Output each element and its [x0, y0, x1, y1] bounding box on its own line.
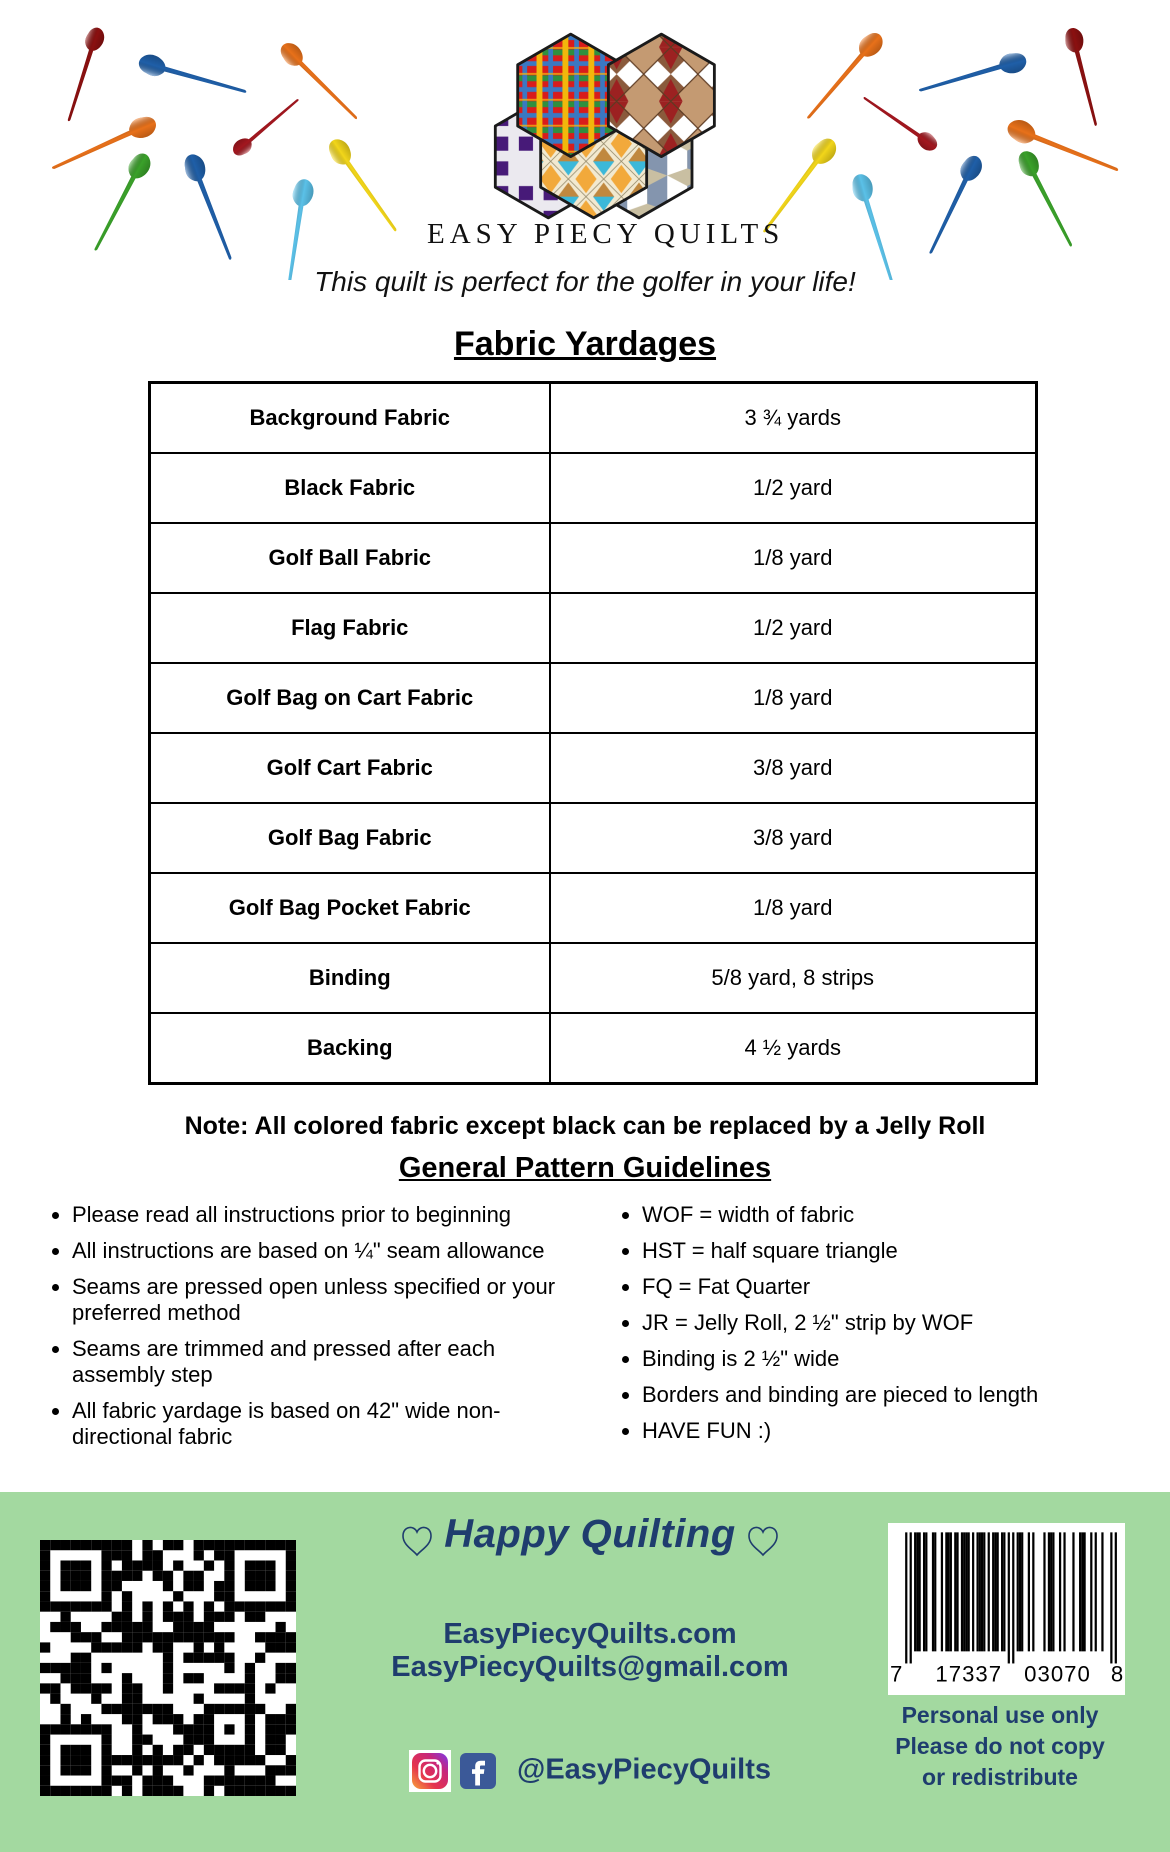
svg-text:8: 8	[1111, 1662, 1123, 1687]
svg-text:7: 7	[890, 1662, 902, 1687]
svg-text:17337: 17337	[935, 1662, 1002, 1687]
svg-text:03070: 03070	[1024, 1662, 1091, 1687]
